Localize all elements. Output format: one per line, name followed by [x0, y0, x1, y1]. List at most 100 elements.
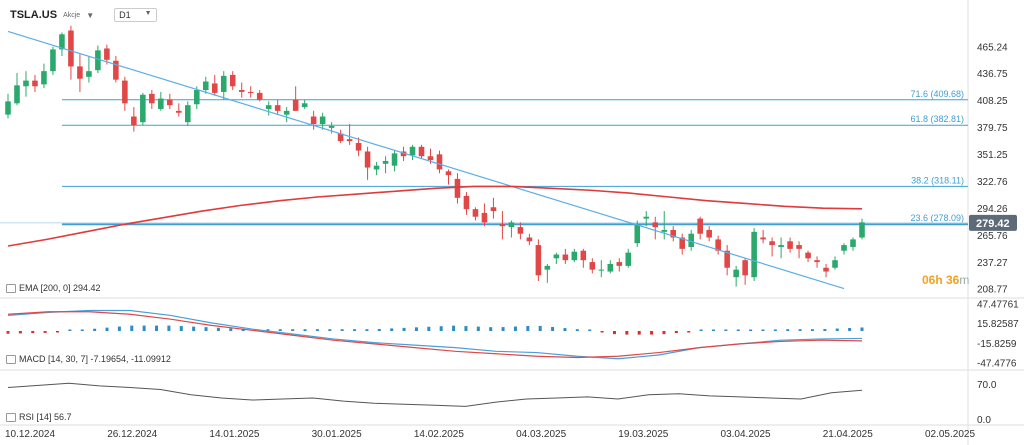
- macd-histogram-bar: [142, 325, 146, 331]
- panel-settings-icon[interactable]: [6, 412, 16, 422]
- candle-body: [355, 142, 362, 151]
- candle-body: [202, 81, 209, 91]
- candle-body: [283, 110, 290, 115]
- candle-body: [823, 267, 829, 272]
- candle-body: [526, 237, 533, 242]
- candle-body: [535, 245, 542, 276]
- ema-200-line: [7, 185, 863, 247]
- candle-body: [5, 101, 11, 115]
- macd-histogram-bar: [254, 329, 258, 331]
- ema-legend[interactable]: EMA [200, 0] 294.42: [6, 283, 101, 293]
- macd-histogram-bar: [612, 331, 616, 335]
- candle-body: [769, 241, 775, 246]
- symbol-dropdown-icon[interactable]: ▼: [86, 10, 95, 20]
- candle-body: [229, 74, 236, 87]
- macd-histogram-bar: [786, 329, 790, 331]
- candle-body: [859, 222, 865, 238]
- candle-body: [211, 83, 218, 93]
- candle-body: [724, 250, 730, 268]
- candle-body: [670, 229, 677, 238]
- candle-body: [814, 260, 820, 263]
- candle-body: [23, 80, 29, 87]
- date-tick-label: 02.05.2025: [925, 429, 975, 440]
- price-tick-label: 294.26: [977, 204, 1008, 215]
- candle-body: [319, 116, 326, 125]
- candle-body: [292, 99, 299, 111]
- macd-histogram-bar: [414, 327, 418, 331]
- candle-body: [391, 153, 398, 166]
- price-tick-label: 351.25: [977, 150, 1008, 161]
- fib-level-label: 61.8 (382.81): [910, 114, 964, 124]
- price-tick-label: 237.27: [977, 258, 1008, 269]
- macd-histogram-bar: [402, 327, 406, 331]
- timer-unit: m: [959, 273, 970, 287]
- candle-body: [508, 222, 515, 228]
- candle-body: [50, 49, 56, 72]
- rsi-tick-label: 0.0: [977, 415, 991, 426]
- candle-body: [301, 103, 308, 108]
- last-price-label: 279.42: [976, 218, 1010, 230]
- macd-histogram-bar: [699, 329, 703, 331]
- price-tick-label: 322.76: [977, 177, 1008, 188]
- candle-body: [167, 99, 173, 106]
- macd-histogram-bar: [229, 328, 233, 331]
- panel-settings-icon[interactable]: [6, 354, 16, 364]
- rsi-legend-text: RSI [14] 56.7: [19, 412, 72, 422]
- macd-histogram-bar: [600, 331, 604, 333]
- candle-body: [310, 116, 317, 125]
- macd-histogram-bar: [105, 327, 109, 331]
- macd-histogram-bar: [117, 326, 121, 331]
- macd-histogram-bar: [513, 326, 517, 331]
- candle-body: [706, 229, 712, 238]
- rsi-legend[interactable]: RSI [14] 56.7: [6, 412, 72, 422]
- macd-histogram-bar: [365, 329, 369, 331]
- macd-histogram-bar: [427, 326, 431, 331]
- candle-body: [364, 151, 371, 168]
- macd-histogram-bar: [711, 329, 715, 331]
- panel-settings-icon[interactable]: [6, 283, 16, 293]
- candle-timer: 06h 36m: [922, 273, 969, 287]
- macd-histogram-bar: [315, 329, 319, 331]
- candle-body: [544, 265, 551, 270]
- candle-body: [742, 260, 748, 276]
- fib-level-label: 71.6 (409.68): [910, 89, 964, 99]
- date-tick-label: 03.04.2025: [721, 429, 771, 440]
- macd-histogram-bar: [56, 331, 60, 333]
- date-tick-label: 04.03.2025: [516, 429, 566, 440]
- timeframe-select[interactable]: D1 ▼: [114, 8, 157, 22]
- macd-histogram-bar: [860, 327, 864, 331]
- candle-body: [32, 80, 38, 87]
- candle-body: [77, 66, 83, 79]
- candle-body: [553, 254, 560, 259]
- macd-tick-label: 15.82587: [977, 319, 1019, 330]
- date-tick-label: 26.12.2024: [107, 429, 157, 440]
- macd-histogram-bar: [303, 329, 307, 331]
- macd-histogram-bar: [650, 331, 654, 335]
- candle-body: [787, 241, 793, 249]
- candle-body: [140, 94, 146, 123]
- candle-body: [176, 110, 182, 113]
- candle-body: [337, 133, 344, 142]
- candle-body: [104, 48, 110, 60]
- macd-histogram-bar: [761, 329, 765, 331]
- macd-legend[interactable]: MACD [14, 30, 7] -7.19654, -11.09912: [6, 354, 171, 364]
- macd-histogram-bar: [625, 331, 629, 335]
- candle-body: [571, 251, 578, 261]
- candle-body: [427, 156, 434, 160]
- macd-histogram-bar: [773, 329, 777, 331]
- candle-body: [59, 34, 65, 50]
- macd-histogram-bar: [291, 329, 295, 331]
- candle-body: [598, 269, 605, 271]
- macd-histogram-bar: [674, 331, 678, 334]
- trendline: [7, 30, 845, 290]
- macd-histogram-bar: [179, 326, 183, 331]
- candle-body: [247, 91, 254, 93]
- macd-histogram-bar: [798, 329, 802, 331]
- symbol-label[interactable]: TSLA.US: [10, 9, 58, 21]
- candle-body: [481, 212, 488, 223]
- macd-histogram-bar: [130, 325, 134, 331]
- candle-body: [499, 224, 506, 227]
- macd-histogram-bar: [155, 325, 159, 331]
- fib-level-label: 23.6 (278.09): [910, 213, 964, 223]
